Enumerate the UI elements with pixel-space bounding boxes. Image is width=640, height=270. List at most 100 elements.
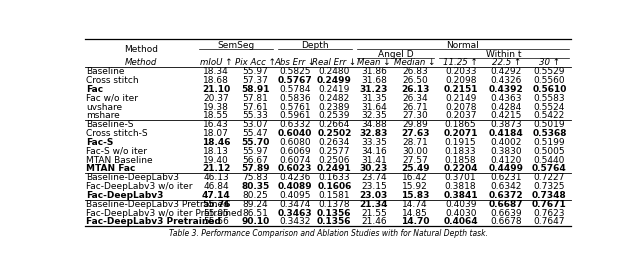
Text: 0.5767: 0.5767 — [278, 76, 312, 85]
Text: 0.3474: 0.3474 — [279, 200, 310, 209]
Text: MTAN Fac: MTAN Fac — [86, 164, 136, 173]
Text: 0.5961: 0.5961 — [279, 112, 311, 120]
Text: 0.2389: 0.2389 — [319, 103, 350, 112]
Text: 18.13: 18.13 — [203, 147, 229, 156]
Text: 0.5761: 0.5761 — [279, 103, 311, 112]
Text: Depth: Depth — [301, 41, 328, 50]
Text: 0.6342: 0.6342 — [490, 182, 522, 191]
Text: 15.92: 15.92 — [403, 182, 428, 191]
Text: 0.4095: 0.4095 — [279, 191, 310, 200]
Text: 16.42: 16.42 — [403, 173, 428, 182]
Text: 0.2482: 0.2482 — [319, 94, 350, 103]
Text: 0.4002: 0.4002 — [490, 138, 522, 147]
Text: Real Err ↓: Real Err ↓ — [312, 58, 356, 68]
Text: 32.83: 32.83 — [360, 129, 388, 138]
Text: 19.40: 19.40 — [203, 156, 229, 165]
Text: 0.3873: 0.3873 — [490, 120, 522, 129]
Text: 55.97: 55.97 — [243, 67, 268, 76]
Text: 0.6687: 0.6687 — [489, 200, 524, 209]
Text: 53.07: 53.07 — [243, 120, 268, 129]
Text: 57.61: 57.61 — [243, 103, 268, 112]
Text: 23.15: 23.15 — [361, 182, 387, 191]
Text: 57.89: 57.89 — [241, 164, 270, 173]
Text: 0.4039: 0.4039 — [445, 200, 476, 209]
Text: 0.4120: 0.4120 — [490, 156, 522, 165]
Text: Baseline-S: Baseline-S — [86, 120, 134, 129]
Text: 33.35: 33.35 — [361, 138, 387, 147]
Text: Abs Err ↓: Abs Err ↓ — [275, 58, 316, 68]
Text: 20.37: 20.37 — [203, 94, 229, 103]
Text: 0.3830: 0.3830 — [490, 147, 522, 156]
Text: Fac-DeepLabv3 Pretrained: Fac-DeepLabv3 Pretrained — [86, 217, 221, 227]
Text: Baseline-DeepLabv3 Pretrained: Baseline-DeepLabv3 Pretrained — [86, 200, 229, 209]
Text: 0.2502: 0.2502 — [317, 129, 351, 138]
Text: 26.34: 26.34 — [403, 94, 428, 103]
Text: 0.6372: 0.6372 — [489, 191, 524, 200]
Text: 0.6069: 0.6069 — [279, 147, 311, 156]
Text: 31.68: 31.68 — [361, 76, 387, 85]
Text: mshare: mshare — [86, 112, 120, 120]
Text: 27.30: 27.30 — [403, 112, 428, 120]
Text: 18.68: 18.68 — [203, 76, 229, 85]
Text: 0.5583: 0.5583 — [534, 94, 565, 103]
Text: 80.25: 80.25 — [243, 191, 268, 200]
Text: 21.34: 21.34 — [360, 200, 388, 209]
Text: 31.86: 31.86 — [361, 67, 387, 76]
Text: 0.7325: 0.7325 — [534, 182, 565, 191]
Text: 0.1356: 0.1356 — [317, 209, 351, 218]
Text: 90.10: 90.10 — [241, 217, 269, 227]
Text: 14.70: 14.70 — [401, 217, 429, 227]
Text: 57.37: 57.37 — [243, 76, 268, 85]
Text: 26.83: 26.83 — [403, 67, 428, 76]
Text: Fac-DeepLabv3: Fac-DeepLabv3 — [86, 191, 164, 200]
Text: 0.5199: 0.5199 — [534, 138, 565, 147]
Text: Method: Method — [124, 58, 157, 68]
Text: 26.71: 26.71 — [403, 103, 428, 112]
Text: 0.5422: 0.5422 — [534, 112, 565, 120]
Text: 0.5019: 0.5019 — [534, 120, 565, 129]
Text: 0.6678: 0.6678 — [490, 217, 522, 227]
Text: 0.5524: 0.5524 — [534, 103, 565, 112]
Text: 31.41: 31.41 — [361, 156, 387, 165]
Text: Fac-S w/o iter: Fac-S w/o iter — [86, 147, 147, 156]
Text: 0.5836: 0.5836 — [279, 94, 311, 103]
Text: 57.81: 57.81 — [243, 94, 268, 103]
Text: 27.63: 27.63 — [401, 129, 429, 138]
Text: 23.74: 23.74 — [361, 173, 387, 182]
Text: Baseline-DeepLabv3: Baseline-DeepLabv3 — [86, 173, 179, 182]
Text: 0.5005: 0.5005 — [534, 147, 565, 156]
Text: 56.67: 56.67 — [243, 156, 268, 165]
Text: 18.34: 18.34 — [203, 67, 229, 76]
Text: 89.24: 89.24 — [243, 200, 268, 209]
Text: Pix Acc ↑: Pix Acc ↑ — [235, 58, 276, 68]
Text: 0.2577: 0.2577 — [319, 147, 350, 156]
Text: 0.2071: 0.2071 — [444, 129, 478, 138]
Text: 30.00: 30.00 — [402, 147, 428, 156]
Text: 0.4064: 0.4064 — [444, 217, 478, 227]
Text: 0.2149: 0.2149 — [445, 94, 476, 103]
Text: 21.12: 21.12 — [202, 164, 230, 173]
Text: 28.71: 28.71 — [403, 138, 428, 147]
Text: 29.89: 29.89 — [403, 120, 428, 129]
Text: 0.7227: 0.7227 — [534, 173, 565, 182]
Text: 0.6231: 0.6231 — [490, 173, 522, 182]
Text: 0.1915: 0.1915 — [445, 138, 476, 147]
Text: Cross stitch-S: Cross stitch-S — [86, 129, 148, 138]
Text: 16.43: 16.43 — [203, 120, 229, 129]
Text: Fac-DeepLabv3 w/o iter: Fac-DeepLabv3 w/o iter — [86, 182, 193, 191]
Text: Fac-DeepLabv3 w/o iter Pretrained: Fac-DeepLabv3 w/o iter Pretrained — [86, 209, 243, 218]
Text: 55.76: 55.76 — [202, 200, 230, 209]
Text: 0.6080: 0.6080 — [279, 138, 311, 147]
Text: 75.83: 75.83 — [243, 173, 268, 182]
Text: 0.4363: 0.4363 — [490, 94, 522, 103]
Text: 55.05: 55.05 — [203, 209, 229, 218]
Text: 11.25 ↑: 11.25 ↑ — [444, 58, 478, 68]
Text: 27.57: 27.57 — [403, 156, 428, 165]
Text: 80.35: 80.35 — [241, 182, 269, 191]
Text: Normal: Normal — [446, 41, 479, 50]
Text: Within t: Within t — [486, 50, 522, 59]
Text: 0.1858: 0.1858 — [445, 156, 476, 165]
Text: 31.23: 31.23 — [360, 85, 388, 94]
Text: 0.2634: 0.2634 — [319, 138, 350, 147]
Text: 0.5784: 0.5784 — [279, 85, 310, 94]
